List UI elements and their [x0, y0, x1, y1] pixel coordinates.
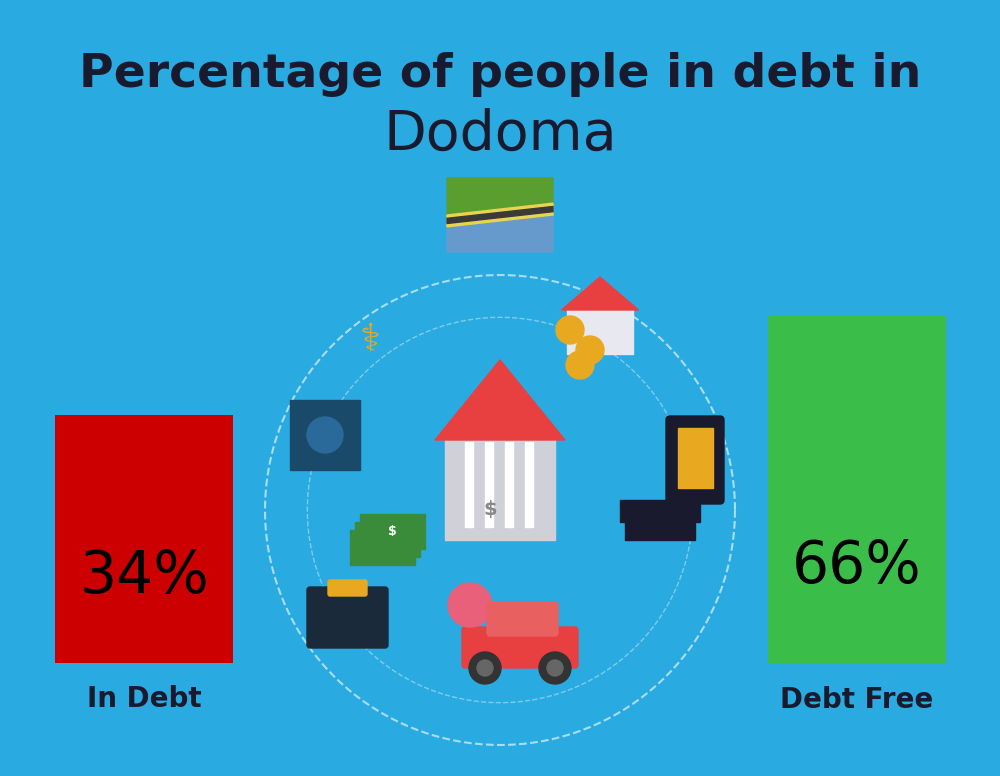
Polygon shape [562, 277, 639, 310]
Polygon shape [447, 209, 553, 252]
Circle shape [307, 417, 343, 453]
Polygon shape [447, 206, 553, 223]
Circle shape [477, 660, 493, 676]
Text: 66%: 66% [792, 538, 922, 595]
Circle shape [448, 583, 492, 627]
Text: Debt Free: Debt Free [780, 686, 934, 714]
Circle shape [576, 336, 604, 364]
FancyBboxPatch shape [355, 522, 420, 557]
FancyBboxPatch shape [525, 442, 533, 527]
FancyBboxPatch shape [465, 442, 473, 527]
FancyBboxPatch shape [290, 400, 360, 470]
Circle shape [547, 660, 563, 676]
Polygon shape [435, 360, 565, 440]
FancyBboxPatch shape [360, 514, 425, 549]
FancyBboxPatch shape [625, 520, 695, 540]
FancyBboxPatch shape [678, 428, 713, 488]
FancyBboxPatch shape [620, 500, 700, 522]
Text: In Debt: In Debt [87, 685, 201, 713]
Text: $: $ [388, 525, 396, 539]
FancyBboxPatch shape [350, 530, 415, 565]
Circle shape [566, 351, 594, 379]
FancyBboxPatch shape [462, 627, 578, 668]
FancyBboxPatch shape [328, 580, 367, 596]
Polygon shape [447, 178, 553, 221]
Text: $: $ [483, 501, 497, 519]
Text: Percentage of people in debt in: Percentage of people in debt in [79, 52, 921, 97]
FancyBboxPatch shape [567, 310, 633, 354]
Circle shape [556, 316, 584, 344]
Circle shape [469, 652, 501, 684]
FancyBboxPatch shape [768, 316, 946, 664]
FancyBboxPatch shape [55, 415, 233, 663]
FancyBboxPatch shape [445, 440, 555, 540]
FancyBboxPatch shape [487, 602, 558, 636]
Text: $: $ [383, 534, 391, 546]
Text: $: $ [378, 542, 386, 555]
FancyBboxPatch shape [485, 442, 493, 527]
FancyBboxPatch shape [666, 416, 724, 504]
FancyBboxPatch shape [505, 442, 513, 527]
Text: ⚕: ⚕ [360, 321, 380, 359]
FancyBboxPatch shape [307, 587, 388, 648]
Polygon shape [447, 203, 553, 227]
Circle shape [539, 652, 571, 684]
Text: Dodoma: Dodoma [383, 108, 617, 162]
Text: 34%: 34% [79, 548, 209, 605]
